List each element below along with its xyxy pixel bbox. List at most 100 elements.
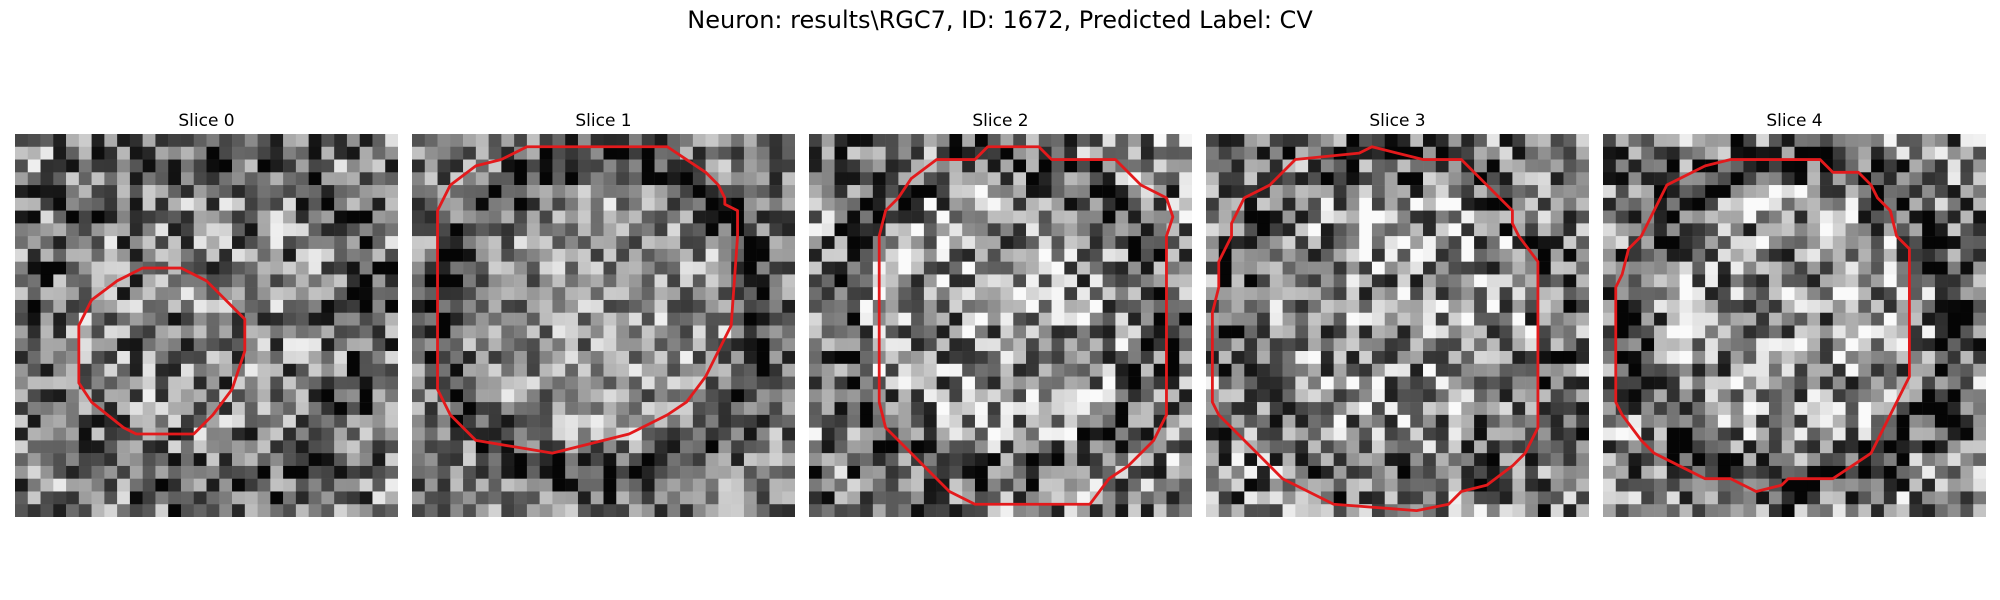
pixel xyxy=(15,134,28,147)
pixel xyxy=(385,236,398,249)
pixel xyxy=(1321,313,1334,326)
pixel xyxy=(92,377,105,390)
pixel xyxy=(1743,402,1756,415)
pixel xyxy=(1141,504,1154,517)
pixel xyxy=(1141,223,1154,236)
pixel xyxy=(53,415,66,428)
pixel xyxy=(1551,491,1564,504)
pixel xyxy=(527,211,540,224)
pixel xyxy=(962,185,975,198)
pixel xyxy=(438,491,451,504)
pixel xyxy=(1731,364,1744,377)
pixel xyxy=(1219,274,1232,287)
pixel xyxy=(642,249,655,262)
pixel xyxy=(1410,160,1423,173)
pixel xyxy=(372,185,385,198)
pixel xyxy=(604,211,617,224)
pixel xyxy=(514,479,527,492)
pixel xyxy=(1474,351,1487,364)
pixel xyxy=(1474,262,1487,275)
pixel xyxy=(1346,415,1359,428)
pixel xyxy=(28,466,41,479)
pixel xyxy=(1922,440,1935,453)
pixel xyxy=(604,274,617,287)
pixel xyxy=(66,236,79,249)
pixel xyxy=(1232,389,1245,402)
pixel xyxy=(66,172,79,185)
pixel xyxy=(1449,185,1462,198)
pixel xyxy=(476,466,489,479)
pixel xyxy=(1858,223,1871,236)
pixel xyxy=(232,287,245,300)
pixel xyxy=(616,287,629,300)
pixel xyxy=(41,504,54,517)
pixel xyxy=(1154,172,1167,185)
pixel xyxy=(1257,479,1270,492)
pixel xyxy=(1795,262,1808,275)
pixel xyxy=(1897,313,1910,326)
pixel xyxy=(1461,172,1474,185)
pixel xyxy=(309,185,322,198)
pixel xyxy=(1295,466,1308,479)
pixel xyxy=(1756,262,1769,275)
pixel xyxy=(425,236,438,249)
pixel xyxy=(1680,211,1693,224)
pixel xyxy=(1705,223,1718,236)
pixel xyxy=(1871,415,1884,428)
pixel xyxy=(847,415,860,428)
pixel xyxy=(1423,198,1436,211)
pixel xyxy=(412,262,425,275)
pixel xyxy=(911,351,924,364)
pixel xyxy=(744,287,757,300)
pixel xyxy=(155,185,168,198)
pixel xyxy=(1039,236,1052,249)
pixel xyxy=(1654,262,1667,275)
pixel xyxy=(667,198,680,211)
pixel xyxy=(886,160,899,173)
pixel xyxy=(207,236,220,249)
pixel xyxy=(1871,479,1884,492)
pixel xyxy=(1909,466,1922,479)
pixel xyxy=(501,287,514,300)
pixel xyxy=(1026,491,1039,504)
pixel xyxy=(731,440,744,453)
pixel xyxy=(92,453,105,466)
pixel xyxy=(79,402,92,415)
pixel xyxy=(1141,377,1154,390)
pixel xyxy=(372,147,385,160)
pixel xyxy=(296,491,309,504)
pixel xyxy=(1871,223,1884,236)
pixel xyxy=(1538,147,1551,160)
pixel xyxy=(540,453,553,466)
pixel xyxy=(1141,491,1154,504)
pixel xyxy=(1115,262,1128,275)
pixel xyxy=(1603,351,1616,364)
pixel xyxy=(667,415,680,428)
pixel xyxy=(1897,491,1910,504)
pixel xyxy=(1833,428,1846,441)
pixel xyxy=(15,377,28,390)
pixel xyxy=(1359,211,1372,224)
pixel xyxy=(937,351,950,364)
pixel xyxy=(1154,313,1167,326)
pixel xyxy=(1283,364,1296,377)
pixel xyxy=(501,351,514,364)
pixel xyxy=(1807,134,1820,147)
pixel xyxy=(258,491,271,504)
pixel xyxy=(1154,338,1167,351)
pixel xyxy=(92,134,105,147)
pixel xyxy=(1052,453,1065,466)
pixel xyxy=(847,479,860,492)
pixel xyxy=(463,453,476,466)
pixel xyxy=(283,491,296,504)
pixel xyxy=(860,389,873,402)
pixel xyxy=(181,377,194,390)
pixel xyxy=(1179,351,1192,364)
pixel xyxy=(1244,134,1257,147)
pixel xyxy=(1935,134,1948,147)
pixel xyxy=(1500,479,1513,492)
pixel xyxy=(412,453,425,466)
pixel xyxy=(1398,274,1411,287)
pixel xyxy=(809,249,822,262)
pixel xyxy=(1756,402,1769,415)
